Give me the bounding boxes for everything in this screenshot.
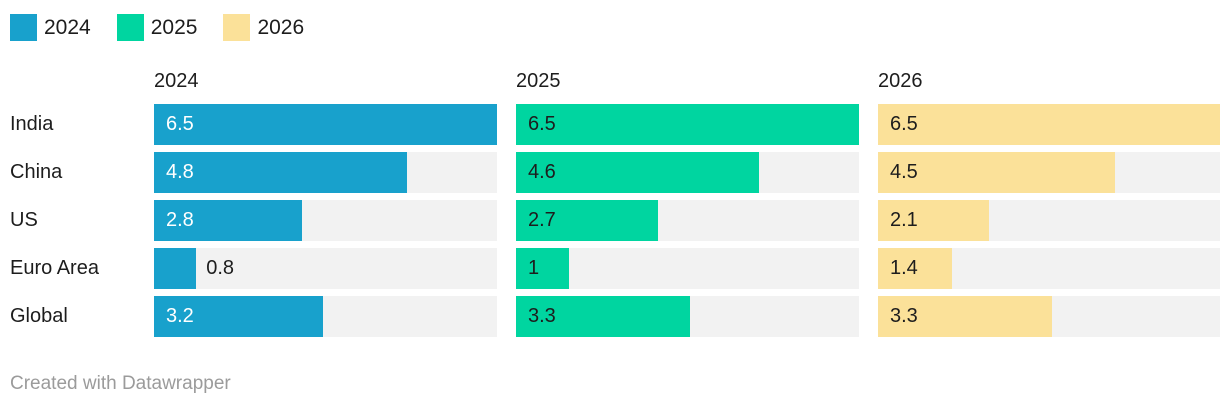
row-label-india: India	[10, 113, 54, 135]
bar-track-euro-area-2025: 1	[516, 248, 859, 289]
bar-track-global-2026: 3.3	[878, 296, 1220, 337]
bar-track-global-2024: 3.2	[154, 296, 497, 337]
column-header-2024: 2024	[154, 70, 199, 92]
bar-india-2025	[516, 104, 859, 145]
bar-track-euro-area-2026: 1.4	[878, 248, 1220, 289]
legend-item-label: 2026	[257, 16, 305, 39]
bar-value-label: 4.6	[528, 161, 556, 183]
bar-global-2025	[516, 296, 691, 337]
row-label-china: China	[10, 161, 63, 183]
bar-track-china-2026: 4.5	[878, 152, 1220, 193]
bar-track-india-2025: 6.5	[516, 104, 859, 145]
bar-value-label: 2.8	[166, 209, 194, 231]
bar-global-2024	[154, 296, 323, 337]
row-label-euro-area: Euro Area	[10, 257, 99, 279]
bar-euro-area-2024	[154, 248, 197, 289]
bar-track-india-2024: 6.5	[154, 104, 497, 145]
bar-value-label: 6.5	[890, 113, 918, 135]
bar-track-global-2025: 3.3	[516, 296, 859, 337]
bar-china-2024	[154, 152, 408, 193]
datawrapper-attribution-link[interactable]: Created with Datawrapper	[10, 373, 231, 394]
bar-value-label: 2.7	[528, 209, 556, 231]
bar-track-india-2026: 6.5	[878, 104, 1220, 145]
bar-value-label: 3.3	[528, 305, 556, 327]
bar-track-china-2024: 4.8	[154, 152, 497, 193]
bar-value-label: 1.4	[890, 257, 918, 279]
bar-global-2026	[878, 296, 1053, 337]
bar-us-2025	[516, 200, 659, 241]
column-header-2025: 2025	[516, 70, 561, 92]
bar-track-us-2026: 2.1	[878, 200, 1220, 241]
bar-india-2024	[154, 104, 497, 145]
bar-china-2026	[878, 152, 1116, 193]
bar-china-2025	[516, 152, 759, 193]
row-label-global: Global	[10, 305, 68, 327]
legend-swatch-icon	[116, 14, 144, 41]
bar-track-us-2025: 2.7	[516, 200, 859, 241]
legend-swatch-icon	[10, 14, 37, 41]
legend-swatch-icon	[223, 14, 251, 41]
bar-track-china-2025: 4.6	[516, 152, 859, 193]
legend-item-label: 2025	[150, 16, 198, 39]
bar-track-us-2024: 2.8	[154, 200, 497, 241]
column-header-2026: 2026	[878, 70, 923, 92]
bar-value-label: 6.5	[166, 113, 194, 135]
legend-item-2024: 2024	[10, 14, 91, 41]
legend-item-2026: 2026	[223, 14, 304, 41]
bar-value-label: 3.3	[890, 305, 918, 327]
bar-value-label: 0.8	[206, 257, 235, 279]
bar-us-2026	[878, 200, 989, 241]
bar-value-label: 3.2	[166, 305, 194, 327]
bar-value-label: 2.1	[890, 209, 918, 231]
bar-india-2026	[878, 104, 1220, 145]
bar-value-label: 4.8	[166, 161, 194, 183]
legend-item-label: 2024	[44, 16, 91, 39]
legend: 2024 2025 2026	[10, 14, 304, 41]
legend-item-2025: 2025	[116, 14, 198, 41]
bar-euro-area-2025	[516, 248, 569, 289]
bar-value-label: 6.5	[528, 113, 556, 135]
bar-us-2024	[154, 200, 302, 241]
bar-value-label: 1	[528, 257, 540, 279]
bar-chart-grid: 2024 2025 2026 India 6.5 6.5 6.5 China 4.8 4.6…	[10, 69, 1220, 337]
bar-value-label: 4.5	[890, 161, 918, 183]
header-spacer	[10, 69, 135, 97]
bar-euro-area-2026	[878, 248, 952, 289]
bar-track-euro-area-2024: 0.8	[154, 248, 497, 289]
row-label-us: US	[10, 209, 38, 231]
